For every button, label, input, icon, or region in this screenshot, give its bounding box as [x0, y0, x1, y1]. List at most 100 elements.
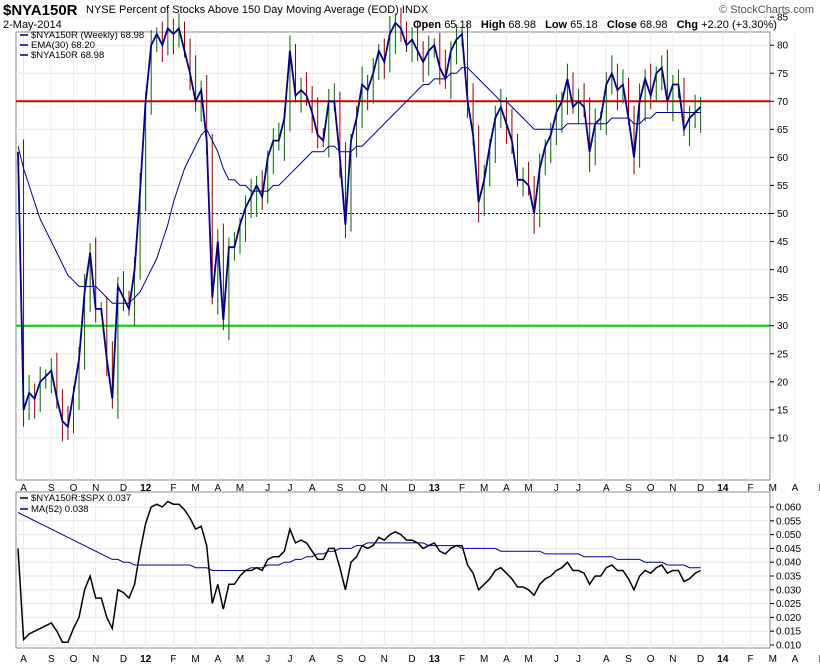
ratio-panel-frame	[15, 491, 771, 649]
ratio-x-tick-label: D	[120, 654, 127, 665]
ratio-x-tick-label: M	[480, 654, 488, 665]
chart-date: 2-May-2014	[3, 19, 62, 31]
ratio-x-tick-label: A	[792, 654, 799, 665]
main-x-tick-label: J	[265, 483, 270, 494]
main-x-tick-label: N	[381, 483, 388, 494]
main-y-axis: 10 15 20 25 30 35 40 45 50 55 60 65 70 75 80 85	[770, 13, 789, 444]
ratio-x-tick-label: M	[524, 654, 532, 665]
main-y-tick-label: 10	[777, 433, 789, 444]
ratio-x-tick-label: F	[170, 654, 176, 665]
close-label: Close	[606, 19, 637, 31]
main-x-tick-label: A	[503, 483, 510, 494]
ratio-x-tick-label: N	[92, 654, 99, 665]
ratio-y-tick-label: 0.055	[776, 516, 801, 527]
main-y-tick-label: 60	[777, 153, 789, 164]
close-value: 68.98	[639, 19, 668, 31]
ratio-x-tick-label: M	[191, 654, 199, 665]
ratio-y-tick-label: 0.020	[776, 613, 801, 624]
ratio-x-tick-label: F	[748, 654, 754, 665]
ratio-x-tick-label: A	[20, 654, 27, 665]
main-x-tick-label: A	[603, 483, 610, 494]
main-y-tick-label: 25	[777, 349, 789, 360]
main-x-tick-label: O	[70, 483, 78, 494]
ratio-x-tick-label: A	[503, 654, 510, 665]
ratio-x-tick-label: 14	[717, 654, 729, 665]
low-value: 65.18	[570, 19, 598, 31]
ratio-x-tick-label: A	[603, 654, 610, 665]
main-x-tick-label: A	[214, 483, 221, 494]
main-x-tick-label: A	[792, 483, 799, 494]
main-x-tick-label: A	[20, 483, 27, 494]
ratio-y-axis: 0.010 0.015 0.020 0.025 0.030 0.035 0.040 0.045…	[770, 503, 801, 652]
price-line	[17, 21, 702, 429]
ratio-line	[17, 500, 701, 643]
ratio-x-tick-label: O	[358, 654, 366, 665]
ratio-x-tick-label: 12	[140, 654, 152, 665]
main-y-tick-label: 65	[777, 125, 789, 136]
main-x-tick-label: M	[769, 483, 777, 494]
main-x-axis: ASOND12FMAMJJASOND13FMAMJJASOND14FMAMJ	[20, 483, 820, 494]
main-y-tick-label: 85	[777, 13, 789, 24]
ratio-x-tick-label: 13	[429, 654, 441, 665]
ratio-grid	[16, 492, 796, 648]
brand-watermark: © StockCharts.com	[719, 4, 814, 16]
ratio-x-tick-label: D	[697, 654, 704, 665]
ratio-x-tick-label: N	[669, 654, 676, 665]
ratio-y-tick-label: 0.050	[776, 530, 801, 541]
ma52-line	[17, 512, 701, 571]
ratio-x-tick-label: A	[214, 654, 221, 665]
ratio-y-tick-label: 0.030	[776, 585, 801, 596]
main-x-tick-label: A	[309, 483, 316, 494]
main-x-tick-label: 14	[717, 483, 729, 494]
main-x-tick-label: N	[669, 483, 676, 494]
main-x-tick-label: M	[819, 483, 820, 494]
reference-lines	[16, 100, 770, 327]
main-x-tick-label: M	[191, 483, 199, 494]
ratio-x-tick-label: M	[819, 654, 820, 665]
main-y-tick-label: 75	[777, 69, 789, 80]
main-y-tick-label: 35	[777, 293, 789, 304]
chg-label: Chg	[676, 19, 698, 31]
main-y-tick-label: 55	[777, 181, 789, 192]
ratio-y-tick-label: 0.025	[776, 599, 801, 610]
open-value: 65.18	[444, 19, 472, 31]
chart-description: NYSE Percent of Stocks Above 150 Day Mov…	[86, 4, 429, 16]
main-x-tick-label: N	[92, 483, 99, 494]
main-y-tick-label: 30	[777, 321, 789, 332]
main-x-tick-label: M	[236, 483, 244, 494]
ratio-x-tick-label: J	[287, 654, 292, 665]
main-x-tick-label: J	[576, 483, 581, 494]
ratio-x-tick-label: J	[265, 654, 270, 665]
main-x-tick-label: S	[337, 483, 344, 494]
main-y-tick-label: 20	[777, 377, 789, 388]
main-y-tick-label: 15	[777, 405, 789, 416]
ratio-y-tick-label: 0.060	[776, 503, 801, 514]
main-x-tick-label: D	[697, 483, 704, 494]
main-y-tick-label: 80	[777, 41, 789, 52]
symbol-title: $NYA150R	[3, 2, 78, 19]
main-x-tick-label: F	[170, 483, 176, 494]
ratio-x-tick-label: O	[647, 654, 655, 665]
main-x-tick-label: M	[480, 483, 488, 494]
ratio-x-tick-label: S	[337, 654, 344, 665]
main-legend-label: $NYA150R (Weekly) 68.98	[31, 30, 144, 41]
ratio-x-axis: ASOND12FMAMJJASOND13FMAMJJASOND14FMAMJ	[20, 654, 820, 665]
main-x-tick-label: 12	[140, 483, 152, 494]
ratio-x-tick-label: S	[625, 654, 632, 665]
ratio-y-tick-label: 0.015	[776, 627, 801, 638]
main-x-tick-label: F	[748, 483, 754, 494]
high-value: 68.98	[508, 19, 536, 31]
open-label: Open	[413, 19, 442, 31]
main-x-tick-label: O	[358, 483, 366, 494]
ratio-x-tick-label: M	[769, 654, 777, 665]
ratio-y-tick-label: 0.035	[776, 572, 801, 583]
main-x-tick-label: J	[287, 483, 292, 494]
ratio-x-tick-label: J	[576, 654, 581, 665]
main-legend-label: $NYA150R 68.98	[31, 50, 104, 61]
main-x-tick-label: M	[524, 483, 532, 494]
main-x-tick-label: D	[408, 483, 415, 494]
ratio-x-tick-label: A	[309, 654, 316, 665]
low-label: Low	[545, 19, 568, 31]
